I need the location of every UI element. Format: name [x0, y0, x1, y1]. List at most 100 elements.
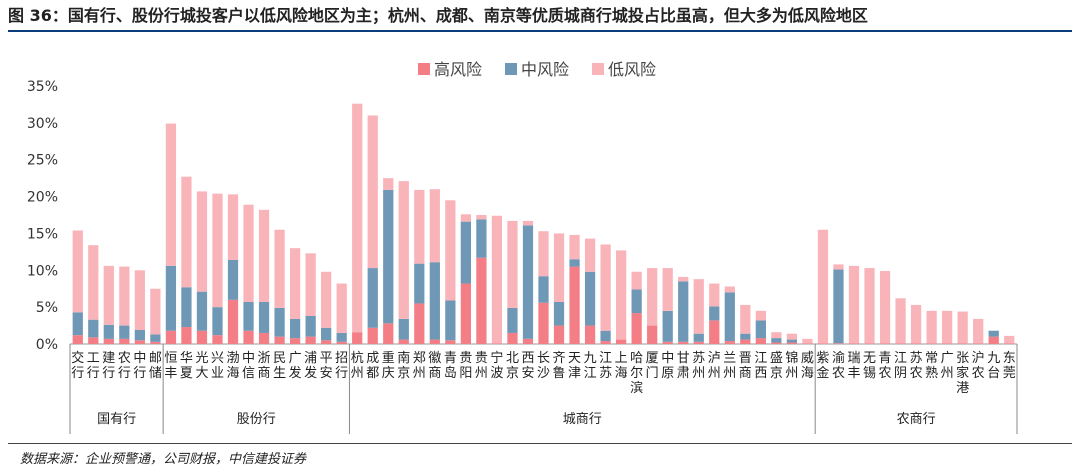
bar-segment — [165, 123, 177, 266]
legend-label: 低风险 — [608, 60, 656, 79]
group-label: 农商行 — [897, 412, 936, 427]
bar-segment — [258, 332, 270, 344]
bar-segment — [321, 271, 332, 328]
category-label: 张家港 — [956, 351, 969, 396]
bar-segment — [709, 320, 720, 344]
category-label: 威海 — [801, 351, 814, 381]
bar-segment — [134, 270, 145, 330]
category-label: 锦州 — [785, 351, 798, 381]
category-label: 郑州 — [413, 351, 426, 381]
bar-segment — [553, 301, 565, 326]
category-label: 建行 — [102, 351, 115, 381]
bar-segment — [740, 333, 751, 340]
legend-swatch — [592, 63, 604, 75]
category-label: 华夏 — [180, 351, 193, 381]
y-tick-label: 10% — [27, 263, 58, 279]
category-label: 沪农 — [972, 350, 985, 381]
legend-label: 高风险 — [434, 60, 482, 79]
bar-segment — [538, 276, 549, 303]
category-label: 南京 — [397, 350, 410, 381]
legend-label: 中风险 — [521, 60, 569, 79]
category-label: 晋商 — [739, 351, 752, 381]
bar-segment — [910, 343, 922, 344]
bar-segment — [724, 286, 735, 293]
bar-segment — [165, 265, 177, 331]
y-tick-label: 30% — [27, 116, 58, 132]
bar-segment — [926, 310, 937, 344]
bar-segment — [352, 332, 363, 344]
category-label: 江西 — [754, 351, 767, 381]
category-label: 江阴 — [894, 351, 907, 381]
bar-segment — [305, 315, 316, 337]
data-source: 数据来源：企业预警通，公司财报，中信建投证券 — [20, 452, 307, 467]
bar-segment — [584, 271, 596, 326]
bar-segment — [445, 340, 456, 344]
bar-segment — [181, 287, 192, 328]
category-label: 渤海 — [227, 350, 240, 381]
category-label: 九江 — [584, 351, 597, 381]
category-label: 交行 — [71, 350, 84, 381]
bar-segment — [522, 338, 534, 344]
title-rule — [8, 30, 1072, 32]
bar-segment — [429, 189, 440, 263]
bar-segment — [848, 343, 860, 344]
bar-segment — [786, 333, 798, 340]
bar-segment — [864, 343, 875, 344]
bar-segment — [817, 229, 829, 344]
bar-segment — [740, 339, 751, 344]
bar-segment — [693, 333, 704, 342]
bar-segment — [274, 336, 285, 344]
bar-segment — [910, 304, 922, 344]
bar-segment — [196, 191, 208, 292]
bar-segment — [522, 225, 534, 339]
bar-segment — [631, 313, 642, 344]
bar-segment — [445, 300, 456, 341]
bar-segment — [709, 306, 720, 321]
category-label: 工行 — [87, 351, 100, 381]
bar-segment — [678, 281, 689, 342]
bar-segment — [429, 262, 440, 340]
bar-segment — [491, 343, 503, 344]
bar-segment — [305, 253, 316, 316]
group-label: 股份行 — [237, 412, 276, 427]
category-label: 苏州 — [692, 350, 705, 381]
bar-segment — [103, 265, 114, 325]
bar-segment — [227, 299, 239, 344]
bar-segment — [429, 339, 440, 344]
bar-segment — [553, 233, 565, 302]
bar-segment — [988, 336, 999, 344]
bar-segment — [755, 320, 766, 339]
bar-segment — [817, 343, 829, 344]
bar-segment — [212, 307, 223, 336]
category-label: 上海 — [615, 351, 628, 381]
category-label: 齐鲁 — [553, 350, 566, 381]
bar-segment — [942, 310, 953, 344]
bar-segment — [786, 342, 798, 344]
bar-segment — [507, 307, 518, 333]
bar-segment — [336, 283, 347, 333]
bar-segment — [150, 334, 161, 342]
bar-segment — [398, 318, 409, 340]
bar-segment — [569, 234, 580, 260]
bar-segment — [693, 341, 704, 344]
bar-segment — [119, 338, 130, 344]
bar-segment — [88, 319, 99, 338]
y-tick-label: 15% — [27, 226, 58, 242]
bar-segment — [134, 340, 145, 344]
bar-segment — [181, 327, 192, 344]
bar-segment — [165, 330, 177, 344]
bar-segment — [926, 343, 937, 344]
bar-segment — [476, 257, 487, 344]
category-label: 紫金 — [816, 351, 829, 381]
bar-segment — [973, 318, 984, 344]
bar-segment — [336, 332, 347, 342]
category-label: 西安 — [521, 351, 534, 381]
bar-segment — [957, 311, 968, 344]
category-label: 长沙 — [537, 351, 550, 381]
category-label: 广发 — [289, 351, 302, 381]
bar-segment — [522, 220, 534, 226]
bar-segment — [988, 330, 999, 337]
category-label: 无锡 — [863, 351, 876, 381]
bar-segment — [150, 341, 161, 344]
category-label: 泸州 — [708, 351, 721, 381]
